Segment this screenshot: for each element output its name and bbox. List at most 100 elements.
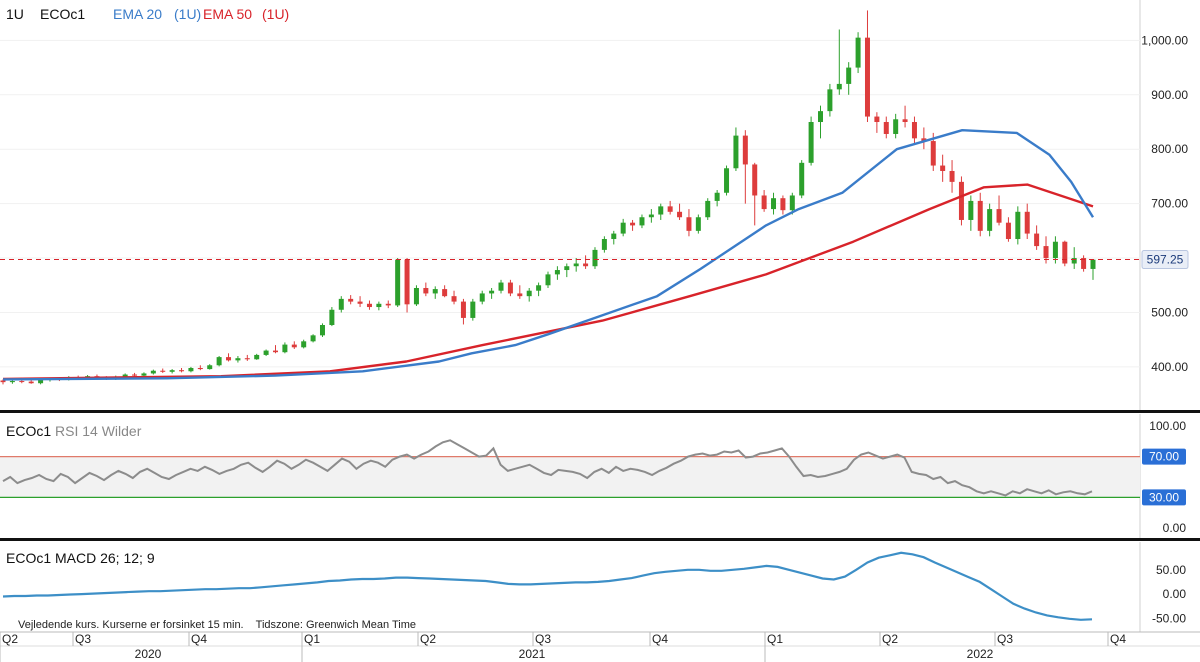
candle-body: [620, 222, 626, 234]
candle-body: [28, 381, 34, 384]
last-price-badge: [1141, 250, 1189, 270]
macd-axis: -50.00 0.00 50.00: [1152, 563, 1186, 625]
panel-separator-main-rsi[interactable]: [0, 410, 1200, 413]
candle-body: [132, 374, 138, 376]
candle-body: [226, 357, 232, 361]
ema50-line: [2, 183, 1094, 381]
candle-body: [846, 67, 852, 84]
rsi-overbought-label: 70.00: [1149, 450, 1179, 464]
candle-body: [648, 214, 654, 218]
candle-body: [1005, 222, 1011, 240]
candle-body: [836, 83, 842, 90]
last-price-label: 597.25: [1147, 253, 1184, 267]
ema20-legend-label[interactable]: EMA 20: [113, 6, 162, 22]
candle-body: [310, 335, 316, 342]
candle-body: [254, 354, 260, 360]
candle-body: [338, 298, 344, 310]
price-tick-label: 800.00: [1151, 142, 1188, 156]
candle-body: [611, 233, 617, 240]
price-tick-label: 1,000.00: [1141, 33, 1188, 47]
symbol-label[interactable]: ECOc1: [40, 6, 85, 22]
candle-body: [808, 122, 814, 163]
candle-body: [1034, 233, 1040, 247]
candle-body: [179, 370, 185, 372]
candle-body: [771, 198, 777, 210]
candle-body: [0, 380, 6, 383]
candle-body: [695, 217, 701, 231]
candle-body: [864, 37, 870, 117]
macd-tick-label: 0.00: [1163, 587, 1187, 601]
candle-body: [348, 298, 354, 302]
quarter-label: Q1: [767, 632, 783, 646]
candle-body: [1071, 258, 1077, 264]
candle-body: [526, 290, 532, 297]
ema50-legend-interval: (1U): [262, 6, 289, 22]
quarter-label: Q3: [997, 632, 1013, 646]
candle-body: [601, 239, 607, 250]
rsi-neutral-band: [0, 456, 1140, 498]
candle-body: [742, 135, 748, 165]
quarter-label: Q4: [191, 632, 207, 646]
candle-body: [216, 357, 222, 366]
candle-body: [19, 381, 25, 383]
macd-symbol-label[interactable]: ECOc1: [6, 550, 51, 566]
candle-body: [987, 209, 993, 231]
candle-body: [977, 200, 983, 231]
macd-tick-label: -50.00: [1152, 611, 1186, 625]
candle-body: [141, 373, 147, 376]
quarter-label: Q3: [535, 632, 551, 646]
rsi-oversold-label: 30.00: [1149, 490, 1179, 504]
rsi-tick-label: 0.00: [1163, 521, 1187, 535]
candle-body: [893, 119, 899, 134]
candle-body: [536, 285, 542, 291]
rsi-oversold-badge: [1142, 489, 1186, 506]
ema50-legend-label[interactable]: EMA 50: [203, 6, 252, 22]
candle-body: [996, 209, 1002, 223]
candle-body: [38, 379, 44, 384]
panel-separator-rsi-macd[interactable]: [0, 538, 1200, 541]
candle-body: [169, 370, 175, 372]
candle-body: [658, 206, 664, 215]
quarter-label: Q4: [1110, 632, 1126, 646]
interval-label[interactable]: 1U: [6, 6, 24, 22]
candle-body: [677, 211, 683, 218]
price-tick-label: 500.00: [1151, 305, 1188, 319]
candle-body: [752, 164, 758, 196]
candle-body: [968, 200, 974, 220]
candle-body: [329, 309, 335, 325]
candle-body: [818, 111, 823, 123]
rsi-indicator-label[interactable]: RSI 14 Wilder: [55, 423, 142, 439]
candle-body: [874, 116, 880, 123]
candle-body: [9, 381, 15, 383]
candle-body: [630, 222, 636, 226]
candle-body: [639, 217, 645, 226]
rsi-overbought-badge: [1142, 448, 1186, 465]
candle-body: [667, 206, 673, 212]
candle-body: [930, 141, 936, 166]
ema20-line: [2, 129, 1095, 381]
candle-body: [1043, 246, 1049, 259]
rsi-line: [2, 439, 1093, 497]
rsi-axis: 0.00 100.00: [1149, 419, 1186, 535]
rsi-symbol-label[interactable]: ECOc1: [6, 423, 51, 439]
candle-body: [150, 370, 156, 374]
candle-body: [451, 296, 457, 302]
candle-body: [207, 365, 213, 370]
candle-body: [855, 37, 861, 68]
candle-body: [479, 293, 485, 302]
quarter-label: Q2: [2, 632, 18, 646]
candle-body: [395, 259, 401, 306]
year-axis: 2020 2021 2022: [0, 646, 994, 662]
candle-body: [733, 135, 739, 169]
year-label: 2022: [967, 647, 994, 661]
macd-indicator-label[interactable]: MACD 26; 12; 9: [55, 550, 155, 566]
quarter-axis: Q2 Q3 Q4 Q1 Q2 Q3 Q4 Q1 Q2 Q3 Q4: [0, 632, 1126, 646]
candle-body: [780, 198, 786, 211]
price-tick-label: 400.00: [1151, 360, 1188, 374]
candle-body: [282, 344, 288, 353]
candle-body: [714, 192, 720, 201]
candle-body: [883, 122, 889, 134]
candle-body: [498, 282, 504, 291]
candle-body: [911, 122, 917, 139]
candle-body: [958, 181, 964, 220]
